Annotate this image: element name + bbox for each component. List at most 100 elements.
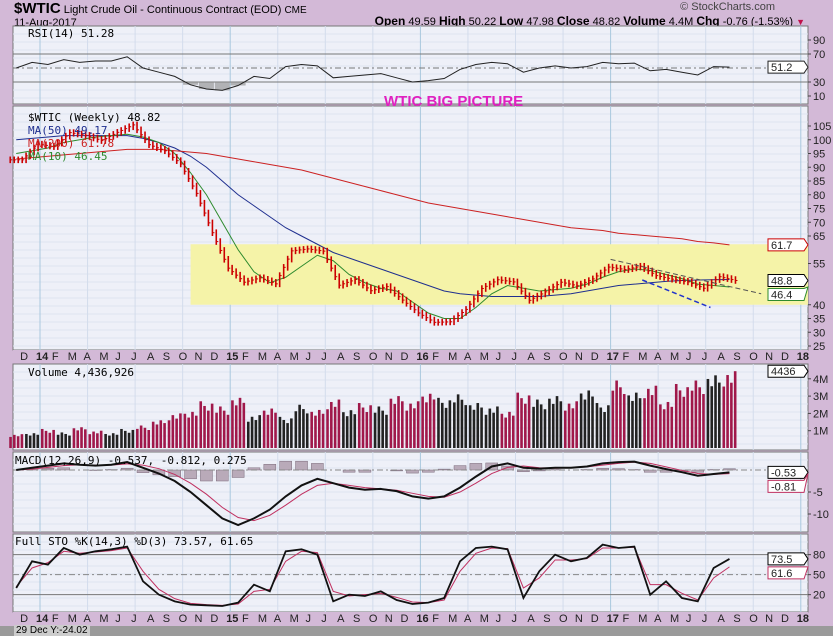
symbol: $WTIC xyxy=(14,0,61,17)
volume-bar xyxy=(591,396,594,448)
volume-bar xyxy=(622,394,626,448)
date-axis-label: A xyxy=(147,613,155,625)
date-axis-label: O xyxy=(749,613,758,625)
legend-ma10: MA(10) 46.45 xyxy=(28,150,108,163)
volume-bar xyxy=(516,392,520,448)
panel-label-rsi: RSI(14) 51.28 xyxy=(28,27,115,40)
volume-bar xyxy=(16,436,20,448)
volume-bar xyxy=(539,404,543,448)
volume-bar xyxy=(302,409,305,448)
date-axis-label: D xyxy=(401,613,409,625)
date-axis-label: A xyxy=(527,613,535,625)
date-axis-label: F xyxy=(432,351,439,363)
volume-bar xyxy=(571,408,575,448)
volume-bar xyxy=(115,434,119,448)
macd-histogram-bar xyxy=(453,465,467,471)
axis-label: 70 xyxy=(813,217,825,229)
volume-bar xyxy=(179,413,182,448)
date-axis-label: D xyxy=(20,351,28,363)
volume-bar xyxy=(650,395,654,448)
date-axis-label: O xyxy=(179,351,188,363)
volume-bar xyxy=(321,413,325,448)
volume-bar xyxy=(397,396,400,448)
volume-bar xyxy=(615,380,618,448)
date-axis-label: M xyxy=(290,351,299,363)
date-axis-label: A xyxy=(337,613,345,625)
volume-bar xyxy=(13,434,16,448)
volume-bar xyxy=(167,420,171,448)
date-axis-label: M xyxy=(480,613,489,625)
volume-bar xyxy=(607,405,610,448)
open-value: 49.59 xyxy=(408,16,436,28)
rsi-line xyxy=(16,56,730,91)
volume-bar xyxy=(317,409,321,448)
volume-bar xyxy=(84,429,87,448)
date-axis-label: J xyxy=(305,351,311,363)
volume-bar xyxy=(480,407,483,448)
volume-bar xyxy=(448,400,452,448)
date-axis-label: N xyxy=(575,613,583,625)
date-axis-label: F xyxy=(622,613,629,625)
date-axis-label: 15 xyxy=(226,613,238,625)
macd-signal-last-value: -0.81 xyxy=(771,481,796,493)
volume-bar xyxy=(72,428,76,448)
volume-bar xyxy=(231,400,234,448)
volume-bar xyxy=(215,412,218,448)
date-axis-label: A xyxy=(718,351,726,363)
volume-bar xyxy=(583,399,587,448)
date-axis-label: J xyxy=(512,613,518,625)
date-axis-label: 16 xyxy=(416,613,428,625)
volume-bar xyxy=(500,413,504,448)
volume-bar xyxy=(468,405,472,448)
volume-bar xyxy=(199,401,203,448)
axis-label: 35 xyxy=(813,314,825,326)
date-axis-label: A xyxy=(337,351,345,363)
instrument-name: Light Crude Oil - Continuous Contract (E… xyxy=(63,4,282,16)
date-axis-label: J xyxy=(496,613,502,625)
volume-bar xyxy=(730,382,733,448)
volume-bar xyxy=(40,428,44,448)
volume-bar xyxy=(99,430,103,448)
volume-bar xyxy=(532,406,535,448)
date-axis-label: J xyxy=(115,613,121,625)
date-axis-label: 17 xyxy=(607,351,619,363)
axis-label: 90 xyxy=(813,162,825,174)
date-axis-label: 16 xyxy=(416,351,428,363)
panel-label-macd: MACD(12,26,9) -0.537, -0.812, 0.275 xyxy=(15,454,247,467)
panel-rsi xyxy=(12,25,809,105)
date-axis-label: J xyxy=(321,613,327,625)
volume-bar xyxy=(111,433,115,448)
exchange: CME xyxy=(284,5,307,16)
panel-label-volume: Volume 4,436,926 xyxy=(28,366,134,379)
sto-d-last-value: 61.6 xyxy=(771,568,792,580)
volume-bar xyxy=(123,430,127,448)
volume-bar xyxy=(619,387,622,448)
volume-bar xyxy=(401,401,404,448)
macd-histogram-bar xyxy=(200,469,213,482)
ma200-last-value: 61.7 xyxy=(771,240,792,252)
date-axis-label: J xyxy=(131,613,137,625)
volume-bar xyxy=(599,407,603,448)
volume-bar xyxy=(575,401,578,448)
volume-bar xyxy=(234,405,238,448)
volume-bar xyxy=(543,409,547,448)
volume-bar xyxy=(80,427,83,448)
volume-bar xyxy=(389,398,393,448)
date-axis-label: D xyxy=(210,613,218,625)
volume-bar xyxy=(159,420,163,448)
volume-bar xyxy=(536,399,539,448)
macd-histogram-bar xyxy=(184,469,197,480)
volume-bar xyxy=(587,390,591,448)
volume-bar xyxy=(686,387,689,448)
volume-bar xyxy=(437,397,440,448)
high-value: 50.22 xyxy=(468,16,497,28)
volume-bar xyxy=(409,403,412,448)
date-axis-label: O xyxy=(369,613,378,625)
upper-trendline xyxy=(610,258,762,295)
date-axis-label: O xyxy=(559,351,568,363)
date-axis-label: A xyxy=(274,351,282,363)
volume-bar xyxy=(92,431,95,448)
rsi-oversold-fill xyxy=(198,82,214,89)
volume-bar xyxy=(36,434,40,448)
